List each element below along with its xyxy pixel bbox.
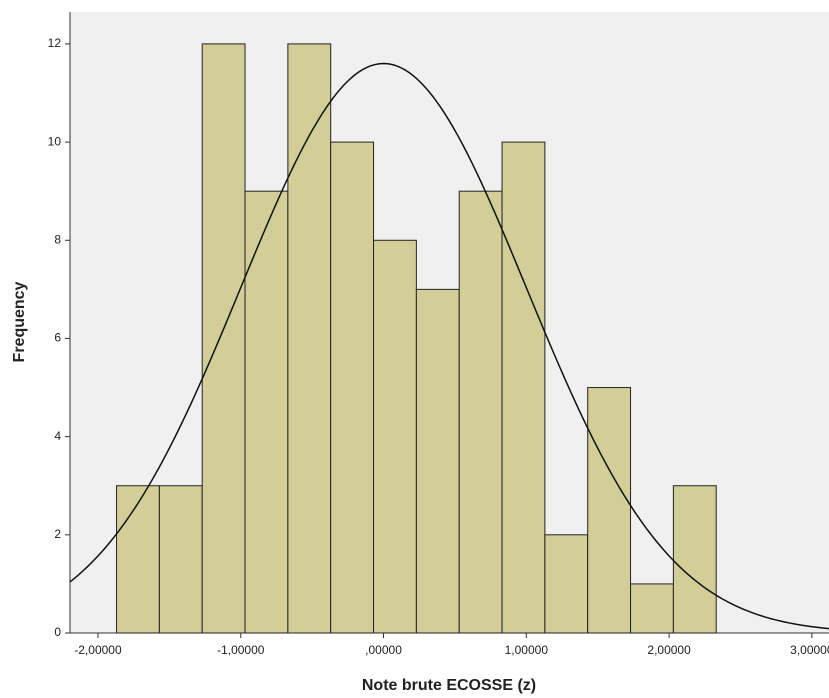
bar — [458, 190, 503, 634]
normal-curve — [69, 62, 829, 630]
x-tick-label: -1,00000 — [217, 643, 265, 657]
y-tick-label: 6 — [54, 331, 61, 345]
y-tick-label: 2 — [54, 527, 61, 541]
y-axis-title: Frequency — [11, 281, 28, 362]
x-tick-label: ,00000 — [365, 643, 402, 657]
bar — [501, 141, 546, 634]
x-tick-label: -2,00000 — [74, 643, 122, 657]
bar — [544, 534, 589, 634]
y-tick-label: 4 — [54, 429, 61, 443]
bar — [201, 43, 246, 634]
x-tick-label: 1,00000 — [505, 643, 549, 657]
x-tick-label: 2,00000 — [647, 643, 691, 657]
x-axis-title: Note brute ECOSSE (z) — [362, 677, 536, 694]
y-tick-label: 8 — [54, 232, 61, 246]
bar — [415, 288, 460, 634]
y-tick-label: 0 — [54, 625, 61, 639]
x-tick-label: 3,00000 — [790, 643, 829, 657]
bar — [287, 43, 332, 634]
bar — [116, 485, 160, 634]
bar — [587, 387, 632, 634]
bar — [672, 485, 717, 634]
bar — [330, 141, 375, 634]
y-tick-label: 10 — [48, 134, 62, 148]
bar — [630, 583, 674, 634]
y-tick-label: 12 — [48, 36, 62, 50]
bar — [373, 239, 417, 634]
bar — [244, 190, 289, 634]
bar — [158, 485, 203, 634]
